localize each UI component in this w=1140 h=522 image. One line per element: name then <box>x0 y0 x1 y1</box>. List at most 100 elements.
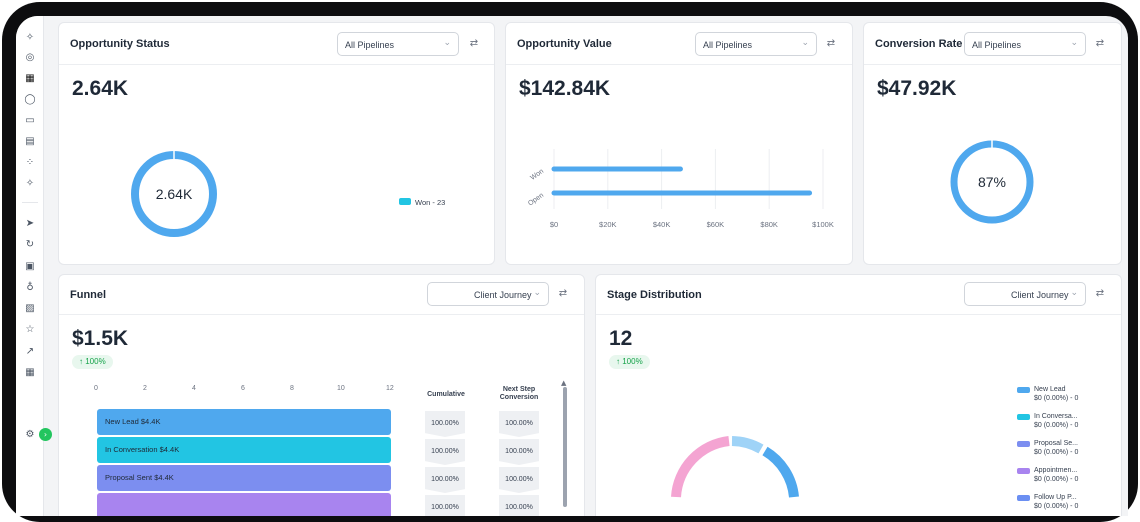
legend-detail: $0 (0.00%) - 0 <box>1034 422 1079 429</box>
contacts-icon[interactable]: ▤ <box>25 135 35 147</box>
cumulative-cell: 100.00% <box>425 467 465 493</box>
card-header: Opportunity Status All Pipelines ⌄ ⇄ <box>59 23 494 65</box>
star-icon[interactable]: ☆ <box>25 323 35 335</box>
legend-swatch <box>1017 468 1030 474</box>
award-icon[interactable]: ♁ <box>26 281 34 293</box>
pipeline-select[interactable]: All Pipelines ⌄ <box>337 32 459 56</box>
send-icon[interactable]: ➤ <box>25 217 35 229</box>
donut-center-label: 12 <box>729 515 743 516</box>
chevron-down-icon: ⌄ <box>801 38 809 48</box>
card-title: Stage Distribution <box>607 289 702 301</box>
card-title: Opportunity Status <box>70 38 170 50</box>
conversion-donut: 87% <box>950 140 1034 224</box>
donut-center-label: 87% <box>978 174 1006 190</box>
select-value: All Pipelines <box>703 40 753 50</box>
next-step-header: Next Step <box>502 386 536 393</box>
axis-tick: 0 <box>94 385 98 392</box>
card-title: Conversion Rate <box>875 38 963 50</box>
swap-icon[interactable]: ⇄ <box>826 37 836 49</box>
chevron-right-icon[interactable]: › <box>39 428 52 441</box>
grid-icon[interactable]: ▦ <box>25 72 35 84</box>
cumulative-cell: 100.00% <box>425 411 465 437</box>
chevron-down-icon: ⌄ <box>1070 288 1078 298</box>
donut-segment-pink <box>671 436 730 498</box>
legend-swatch <box>1017 414 1030 420</box>
status-donut: 2.64K <box>131 151 217 237</box>
journey-select[interactable]: Client Journey ⌄ <box>427 282 549 306</box>
cumulative-header: Cumulative <box>427 391 465 398</box>
card-header: Opportunity Value All Pipelines ⌄ ⇄ <box>506 23 852 65</box>
stage-donut: 12 <box>671 436 799 516</box>
donut-center-label: 2.64K <box>156 186 193 202</box>
card-title: Funnel <box>70 289 107 301</box>
swap-icon[interactable]: ⇄ <box>469 37 479 49</box>
conversion-rate-card: Conversion Rate All Pipelines ⌄ ⇄ $47.92… <box>863 22 1122 265</box>
legend-swatch <box>1017 495 1030 501</box>
swap-icon[interactable]: ⇄ <box>558 287 568 299</box>
metric-value: 12 <box>609 327 633 350</box>
growth-badge: ↑ 100% <box>72 355 113 369</box>
target-icon[interactable]: ◎ <box>25 51 35 63</box>
card-title: Opportunity Value <box>517 38 612 50</box>
card-header: Funnel Client Journey ⌄ ⇄ <box>59 275 584 315</box>
funnel-card: Funnel Client Journey ⌄ ⇄ $1.5K ↑ 100% 0… <box>58 274 585 516</box>
chevron-down-icon: ⌄ <box>443 38 451 48</box>
metric-value: 2.64K <box>72 77 129 100</box>
scroll-up-icon[interactable]: ▲ <box>561 379 567 387</box>
metric-value: $1.5K <box>72 327 129 350</box>
funnel-bar-in-conversation[interactable]: In Conversation $4.4K <box>97 437 391 463</box>
x-tick-label: $80K <box>760 220 778 229</box>
apps-grid-icon[interactable]: ▦ <box>25 366 35 378</box>
select-value: Client Journey <box>1011 290 1069 300</box>
chat-icon[interactable]: ◯ <box>24 93 36 105</box>
legend-swatch <box>1017 387 1030 393</box>
sidebar: ✧ ◎ ▦ ◯ ▭ ▤ ⁘ ✧ ➤ ↻ ▣ ♁ ▨ ☆ ↗ ▦ ⚙ <box>16 16 44 516</box>
legend-item: Appointmen... $0 (0.00%) - 0 <box>1017 466 1078 484</box>
funnel-bar-proposal-sent[interactable]: Proposal Sent $4.4K <box>97 465 391 491</box>
growth-badge: ↑ 100% <box>609 355 650 369</box>
cumulative-cell: 100.00% <box>425 439 465 465</box>
trend-icon[interactable]: ↗ <box>25 345 35 357</box>
image-icon[interactable]: ▨ <box>25 302 35 314</box>
next-step-cell: 100.00% <box>499 467 539 493</box>
apps-icon[interactable]: ⁘ <box>25 156 35 168</box>
calendar-icon[interactable]: ▭ <box>25 114 35 126</box>
refresh-icon[interactable]: ↻ <box>25 238 35 250</box>
legend-swatch <box>1017 441 1030 447</box>
select-value: All Pipelines <box>972 40 1022 50</box>
x-tick-label: $40K <box>653 220 671 229</box>
select-value: Client Journey <box>474 290 532 300</box>
axis-tick: 4 <box>192 385 196 392</box>
legend-label: Won - 23 <box>415 198 446 207</box>
pipeline-select[interactable]: All Pipelines ⌄ <box>695 32 817 56</box>
stage-distribution-card: Stage Distribution Client Journey ⌄ ⇄ 12… <box>595 274 1122 516</box>
chevron-down-icon: ⌄ <box>533 288 541 298</box>
x-tick-label: $20K <box>599 220 617 229</box>
pipeline-select[interactable]: All Pipelines ⌄ <box>964 32 1086 56</box>
cumulative-cell: 100.00% <box>425 495 465 516</box>
sparkle-icon[interactable]: ✧ <box>25 177 35 189</box>
next-step-cell: 100.00% <box>499 411 539 437</box>
swap-icon[interactable]: ⇄ <box>1095 37 1105 49</box>
category-label: Open <box>527 192 545 208</box>
opportunity-status-card: Opportunity Status All Pipelines ⌄ ⇄ 2.6… <box>58 22 495 265</box>
funnel-bar-new-lead[interactable]: New Lead $4.4K <box>97 409 391 435</box>
swap-icon[interactable]: ⇄ <box>1095 287 1105 299</box>
opportunity-value-card: Opportunity Value All Pipelines ⌄ ⇄ $142… <box>505 22 853 265</box>
legend-detail: $0 (0.00%) - 0 <box>1034 449 1079 456</box>
next-step-header: Conversion <box>499 394 539 401</box>
settings-icon[interactable]: ⚙ <box>25 428 35 440</box>
x-tick-label: $60K <box>707 220 725 229</box>
legend-swatch <box>399 198 411 205</box>
scrollbar[interactable] <box>563 387 567 507</box>
funnel-bar-next-stage[interactable] <box>97 493 391 516</box>
card-header: Stage Distribution Client Journey ⌄ ⇄ <box>596 275 1121 315</box>
site-icon[interactable]: ▣ <box>25 260 35 272</box>
axis-tick: 10 <box>337 385 345 392</box>
sparkle-icon[interactable]: ✧ <box>25 31 35 43</box>
journey-select[interactable]: Client Journey ⌄ <box>964 282 1086 306</box>
select-value: All Pipelines <box>345 40 395 50</box>
axis-tick: 12 <box>386 385 394 392</box>
donut-segment-light-blue <box>731 436 764 454</box>
